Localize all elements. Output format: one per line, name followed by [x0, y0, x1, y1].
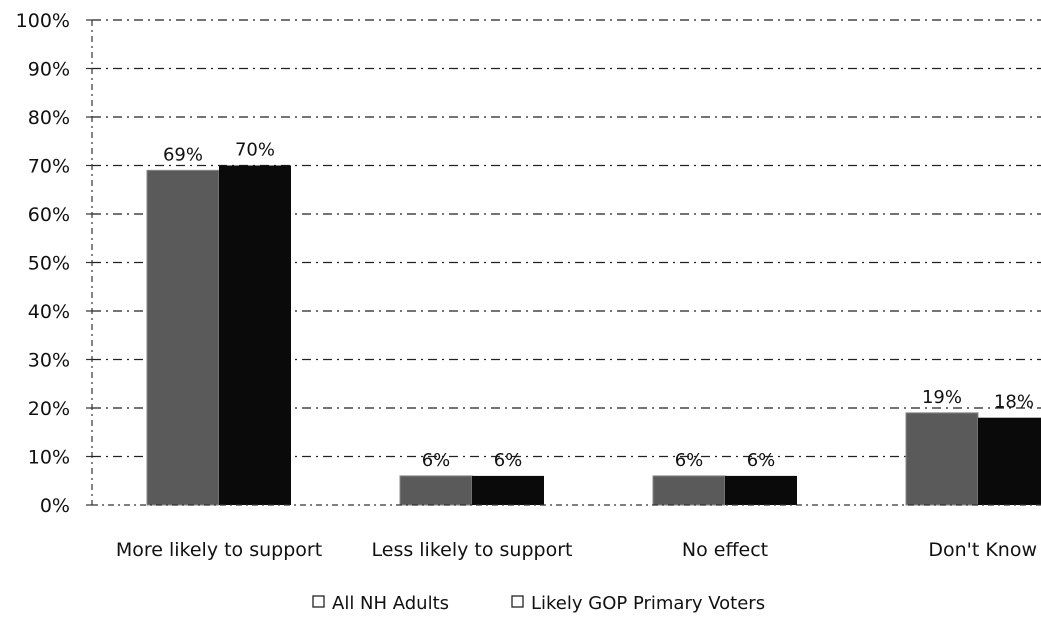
legend-label: Likely GOP Primary Voters [531, 593, 765, 614]
data-label: 19% [922, 387, 962, 408]
y-tick-label: 30% [28, 350, 70, 372]
x-category-label: Don't Know [928, 539, 1037, 561]
y-tick-label: 80% [28, 107, 70, 129]
bar [219, 165, 291, 505]
x-category-label: More likely to support [116, 539, 322, 561]
bar [652, 475, 726, 506]
bar [905, 412, 979, 506]
data-label: 69% [163, 144, 203, 165]
bar [978, 417, 1041, 505]
bar [472, 475, 544, 505]
y-tick-label: 0% [40, 495, 70, 517]
legend-swatch [511, 595, 524, 608]
data-label: 6% [675, 450, 704, 471]
data-label: 6% [747, 450, 776, 471]
data-label: 6% [422, 450, 451, 471]
y-tick-label: 20% [28, 398, 70, 420]
data-label: 6% [494, 450, 523, 471]
bar [399, 475, 473, 506]
bar [725, 475, 797, 505]
y-tick-label: 60% [28, 204, 70, 226]
x-category-label: Less likely to support [372, 539, 573, 561]
data-label: 70% [235, 140, 275, 161]
y-tick-label: 50% [28, 253, 70, 275]
data-label: 18% [994, 392, 1034, 413]
axes: 0% 10% 20% 30% 40% 50% 60% 70% 80% 90% 100% More li… [16, 10, 1041, 561]
legend-swatch [312, 595, 325, 608]
y-tick-label: 100% [16, 10, 70, 32]
y-tick-label: 90% [28, 59, 70, 81]
x-category-label: No effect [682, 539, 768, 561]
legend: All NH Adults Likely GOP Primary Voters [312, 593, 765, 614]
legend-label: All NH Adults [332, 593, 449, 614]
bar [146, 169, 220, 506]
y-tick-label: 10% [28, 447, 70, 469]
data-labels: 69% 70% 6% 6% 6% 6% 19% 18% [163, 140, 1034, 471]
y-tick-label: 40% [28, 301, 70, 323]
bars [146, 165, 1041, 506]
y-tick-label: 70% [28, 156, 70, 178]
